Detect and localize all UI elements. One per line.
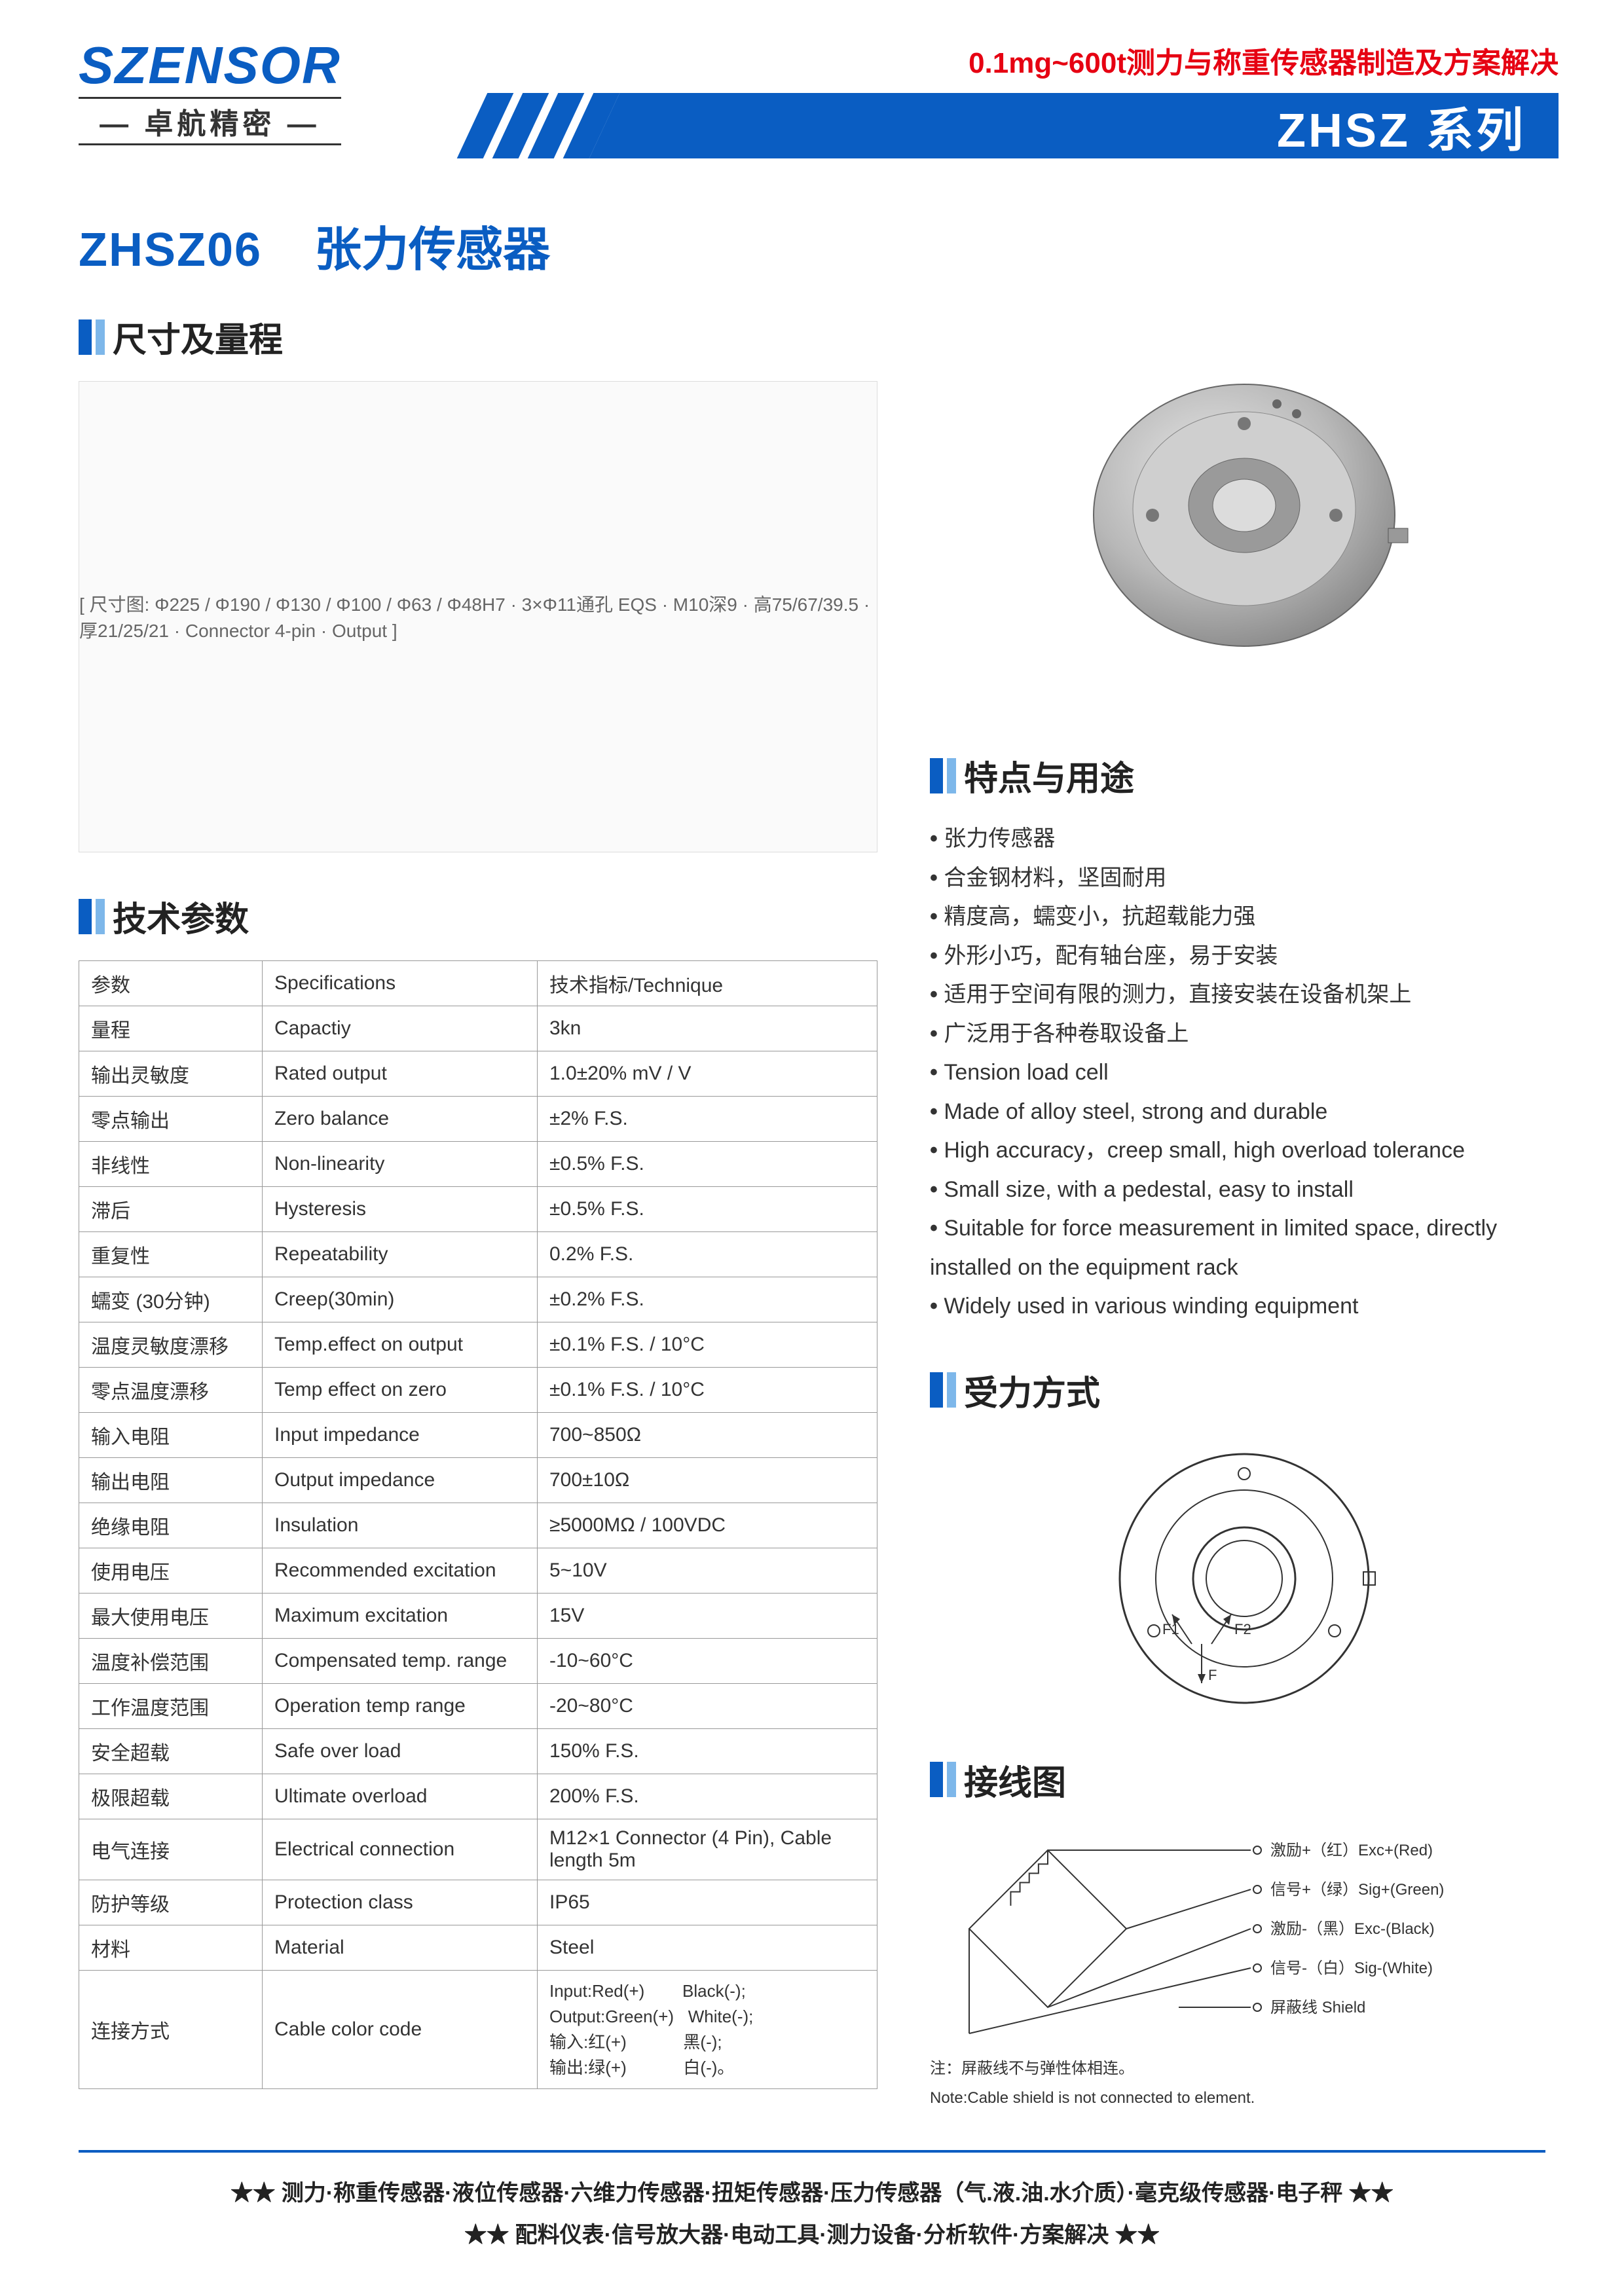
table-header-cell: 技术指标/Technique xyxy=(538,961,877,1006)
table-row: 工作温度范围Operation temp range-20~80°C xyxy=(79,1684,877,1729)
table-header-cell: Specifications xyxy=(263,961,538,1006)
product-title: ZHSZ06 张力传感器 xyxy=(79,211,1559,280)
table-row: 温度补偿范围Compensated temp. range-10~60°C xyxy=(79,1639,877,1684)
table-row: 电气连接Electrical connectionM12×1 Connector… xyxy=(79,1819,877,1880)
list-item: High accuracy，creep small, high overload… xyxy=(930,1131,1559,1171)
section-specs: 技术参数 xyxy=(79,892,877,941)
product-model: ZHSZ06 xyxy=(79,224,262,276)
list-item: Widely used in various winding equipment xyxy=(930,1287,1559,1326)
features-list: 张力传感器合金钢材料，坚固耐用精度高，蠕变小，抗超载能力强外形小巧，配有轴台座，… xyxy=(930,820,1559,1326)
table-row: 连接方式Cable color codeInput:Red(+) Black(-… xyxy=(79,1971,877,2089)
spec-table: 参数Specifications技术指标/Technique量程Capactiy… xyxy=(79,960,877,2089)
series-label: ZHSZ 系列 xyxy=(1277,92,1526,160)
table-row: 输出电阻Output impedance700±10Ω xyxy=(79,1458,877,1503)
table-row: 零点输出Zero balance±2% F.S. xyxy=(79,1097,877,1142)
section-features-label: 特点与用途 xyxy=(964,751,1134,800)
list-item: 广泛用于各种卷取设备上 xyxy=(930,1015,1559,1054)
sensor-render-icon xyxy=(1074,365,1414,666)
list-item: Tension load cell xyxy=(930,1053,1559,1093)
list-item: Made of alloy steel, strong and durable xyxy=(930,1093,1559,1132)
footer-line-2: ★★ 配料仪表·信号放大器·电动工具·测力设备·分析软件·方案解决 ★★ xyxy=(79,2214,1545,2257)
table-header-cell: 参数 xyxy=(79,961,263,1006)
svg-text:激励-（黑）Exc-(Black): 激励-（黑）Exc-(Black) xyxy=(1270,1920,1435,1938)
product-photo xyxy=(930,312,1559,718)
page-footer: ★★ 测力·称重传感器·液位传感器·六维力传感器·扭矩传感器·压力传感器（气.液… xyxy=(79,2150,1545,2257)
footer-line-1: ★★ 测力·称重传感器·液位传感器·六维力传感器·扭矩传感器·压力传感器（气.液… xyxy=(79,2172,1545,2215)
list-item: Suitable for force measurement in limite… xyxy=(930,1209,1559,1287)
table-row: 最大使用电压Maximum excitation15V xyxy=(79,1594,877,1639)
table-row: 安全超载Safe over load150% F.S. xyxy=(79,1729,877,1774)
table-row: 温度灵敏度漂移Temp.effect on output±0.1% F.S. /… xyxy=(79,1322,877,1368)
wiring-note-cn: 注：屏蔽线不与弹性体相连。 xyxy=(930,2058,1559,2080)
wiring-diagram: 激励+（红）Exc+(Red) 信号+（绿）Sig+(Green) 激励-（黑）… xyxy=(930,1824,1559,2109)
svg-text:F2: F2 xyxy=(1234,1621,1251,1637)
list-item: 外形小巧，配有轴台座，易于安装 xyxy=(930,937,1559,976)
list-item: 适用于空间有限的测力，直接安装在设备机架上 xyxy=(930,975,1559,1015)
series-bar: ZHSZ 系列 xyxy=(367,93,1559,158)
dimension-diagram: [ 尺寸图: Φ225 / Φ190 / Φ130 / Φ100 / Φ63 /… xyxy=(79,381,877,852)
table-row: 量程Capactiy3kn xyxy=(79,1006,877,1051)
wiring-exc-plus: 激励+（红）Exc+(Red) xyxy=(1270,1842,1433,1859)
table-row: 绝缘电阻Insulation≥5000MΩ / 100VDC xyxy=(79,1503,877,1548)
svg-text:屏蔽线 Shield: 屏蔽线 Shield xyxy=(1270,1999,1365,2016)
svg-text:F1: F1 xyxy=(1162,1621,1179,1637)
tagline: 0.1mg~600t测力与称重传感器制造及方案解决 xyxy=(969,39,1559,81)
section-features: 特点与用途 xyxy=(930,751,1559,800)
list-item: Small size, with a pedestal, easy to ins… xyxy=(930,1171,1559,1210)
section-dimensions-label: 尺寸及量程 xyxy=(113,312,283,361)
logo-subtitle: 卓航精密 xyxy=(79,97,341,145)
table-row: 非线性Non-linearity±0.5% F.S. xyxy=(79,1142,877,1187)
table-row: 输出灵敏度Rated output1.0±20% mV / V xyxy=(79,1051,877,1097)
svg-text:F: F xyxy=(1208,1667,1217,1683)
product-name: 张力传感器 xyxy=(314,224,550,276)
table-row: 零点温度漂移Temp effect on zero±0.1% F.S. / 10… xyxy=(79,1368,877,1413)
section-dimensions: 尺寸及量程 xyxy=(79,312,877,361)
section-force-label: 受力方式 xyxy=(964,1366,1100,1415)
table-row: 使用电压Recommended excitation5~10V xyxy=(79,1548,877,1594)
logo: SZENSOR 卓航精密 xyxy=(79,39,341,145)
list-item: 合金钢材料，坚固耐用 xyxy=(930,859,1559,898)
table-row: 重复性Repeatability0.2% F.S. xyxy=(79,1232,877,1277)
wiring-note-en: Note:Cable shield is not connected to el… xyxy=(930,2087,1559,2109)
svg-text:信号+（绿）Sig+(Green): 信号+（绿）Sig+(Green) xyxy=(1270,1881,1444,1899)
force-diagram: F1 F2 F xyxy=(930,1434,1559,1722)
table-row: 蠕变 (30分钟)Creep(30min)±0.2% F.S. xyxy=(79,1277,877,1322)
page-header: SZENSOR 卓航精密 0.1mg~600t测力与称重传感器制造及方案解决 Z… xyxy=(79,39,1559,158)
table-row: 滞后Hysteresis±0.5% F.S. xyxy=(79,1187,877,1232)
table-row: 防护等级Protection classIP65 xyxy=(79,1880,877,1925)
table-row: 输入电阻Input impedance700~850Ω xyxy=(79,1413,877,1458)
section-wiring-label: 接线图 xyxy=(964,1755,1066,1804)
section-specs-label: 技术参数 xyxy=(113,892,249,941)
section-wiring: 接线图 xyxy=(930,1755,1559,1804)
table-row: 极限超载Ultimate overload200% F.S. xyxy=(79,1774,877,1819)
svg-text:信号-（白）Sig-(White): 信号-（白）Sig-(White) xyxy=(1270,1959,1433,1977)
section-force: 受力方式 xyxy=(930,1366,1559,1415)
logo-main: SZENSOR xyxy=(79,39,341,92)
list-item: 张力传感器 xyxy=(930,820,1559,859)
list-item: 精度高，蠕变小，抗超载能力强 xyxy=(930,898,1559,937)
table-row: 材料MaterialSteel xyxy=(79,1925,877,1971)
